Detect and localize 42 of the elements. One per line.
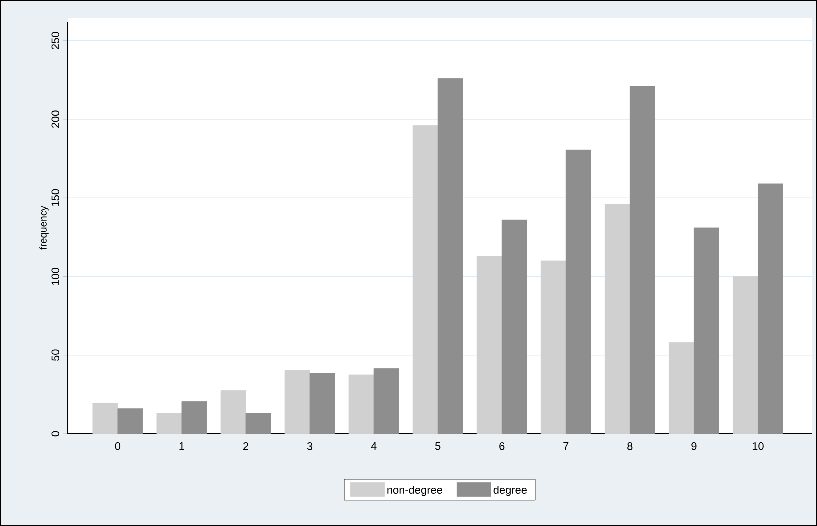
bar bbox=[118, 408, 144, 434]
y-tick-label: 0 bbox=[52, 431, 60, 437]
y-axis-title: frequency bbox=[40, 206, 49, 250]
bar bbox=[156, 413, 182, 434]
legend-label: non-degree bbox=[388, 486, 442, 496]
x-tick-label: 1 bbox=[180, 442, 184, 450]
x-tick-label: 5 bbox=[435, 442, 441, 450]
x-tick-label: 7 bbox=[564, 442, 569, 450]
bar bbox=[540, 260, 566, 434]
y-tick-label: 250 bbox=[52, 32, 60, 50]
bar bbox=[220, 390, 246, 434]
x-tick-label: 0 bbox=[115, 442, 121, 450]
y-tick-label: 200 bbox=[52, 110, 60, 128]
y-tick-label: 150 bbox=[52, 189, 60, 206]
bar bbox=[284, 370, 310, 434]
x-tick-label: 2 bbox=[244, 442, 249, 450]
x-tick-label: 3 bbox=[307, 442, 313, 450]
bar bbox=[694, 228, 720, 434]
x-tick-label: 9 bbox=[692, 442, 697, 450]
y-tick-label: 50 bbox=[52, 350, 60, 362]
x-tick-label: 6 bbox=[500, 442, 505, 450]
bar bbox=[476, 256, 502, 434]
bar bbox=[374, 368, 400, 434]
bar bbox=[348, 374, 374, 434]
x-tick-label: 4 bbox=[371, 442, 377, 450]
bar bbox=[669, 342, 694, 434]
bar bbox=[758, 184, 784, 434]
legend-label: degree bbox=[494, 486, 527, 496]
bar bbox=[502, 220, 528, 434]
bar bbox=[246, 413, 272, 434]
x-tick-label: 10 bbox=[752, 442, 764, 450]
bar bbox=[412, 126, 438, 434]
bar bbox=[566, 150, 592, 434]
bar bbox=[182, 402, 208, 434]
bar bbox=[733, 276, 758, 434]
bar bbox=[630, 86, 656, 434]
bar bbox=[604, 204, 630, 434]
y-tick-label: 100 bbox=[52, 268, 60, 286]
bar bbox=[92, 403, 118, 434]
x-tick-label: 8 bbox=[628, 442, 633, 450]
bar bbox=[438, 78, 464, 434]
bar bbox=[310, 373, 336, 434]
